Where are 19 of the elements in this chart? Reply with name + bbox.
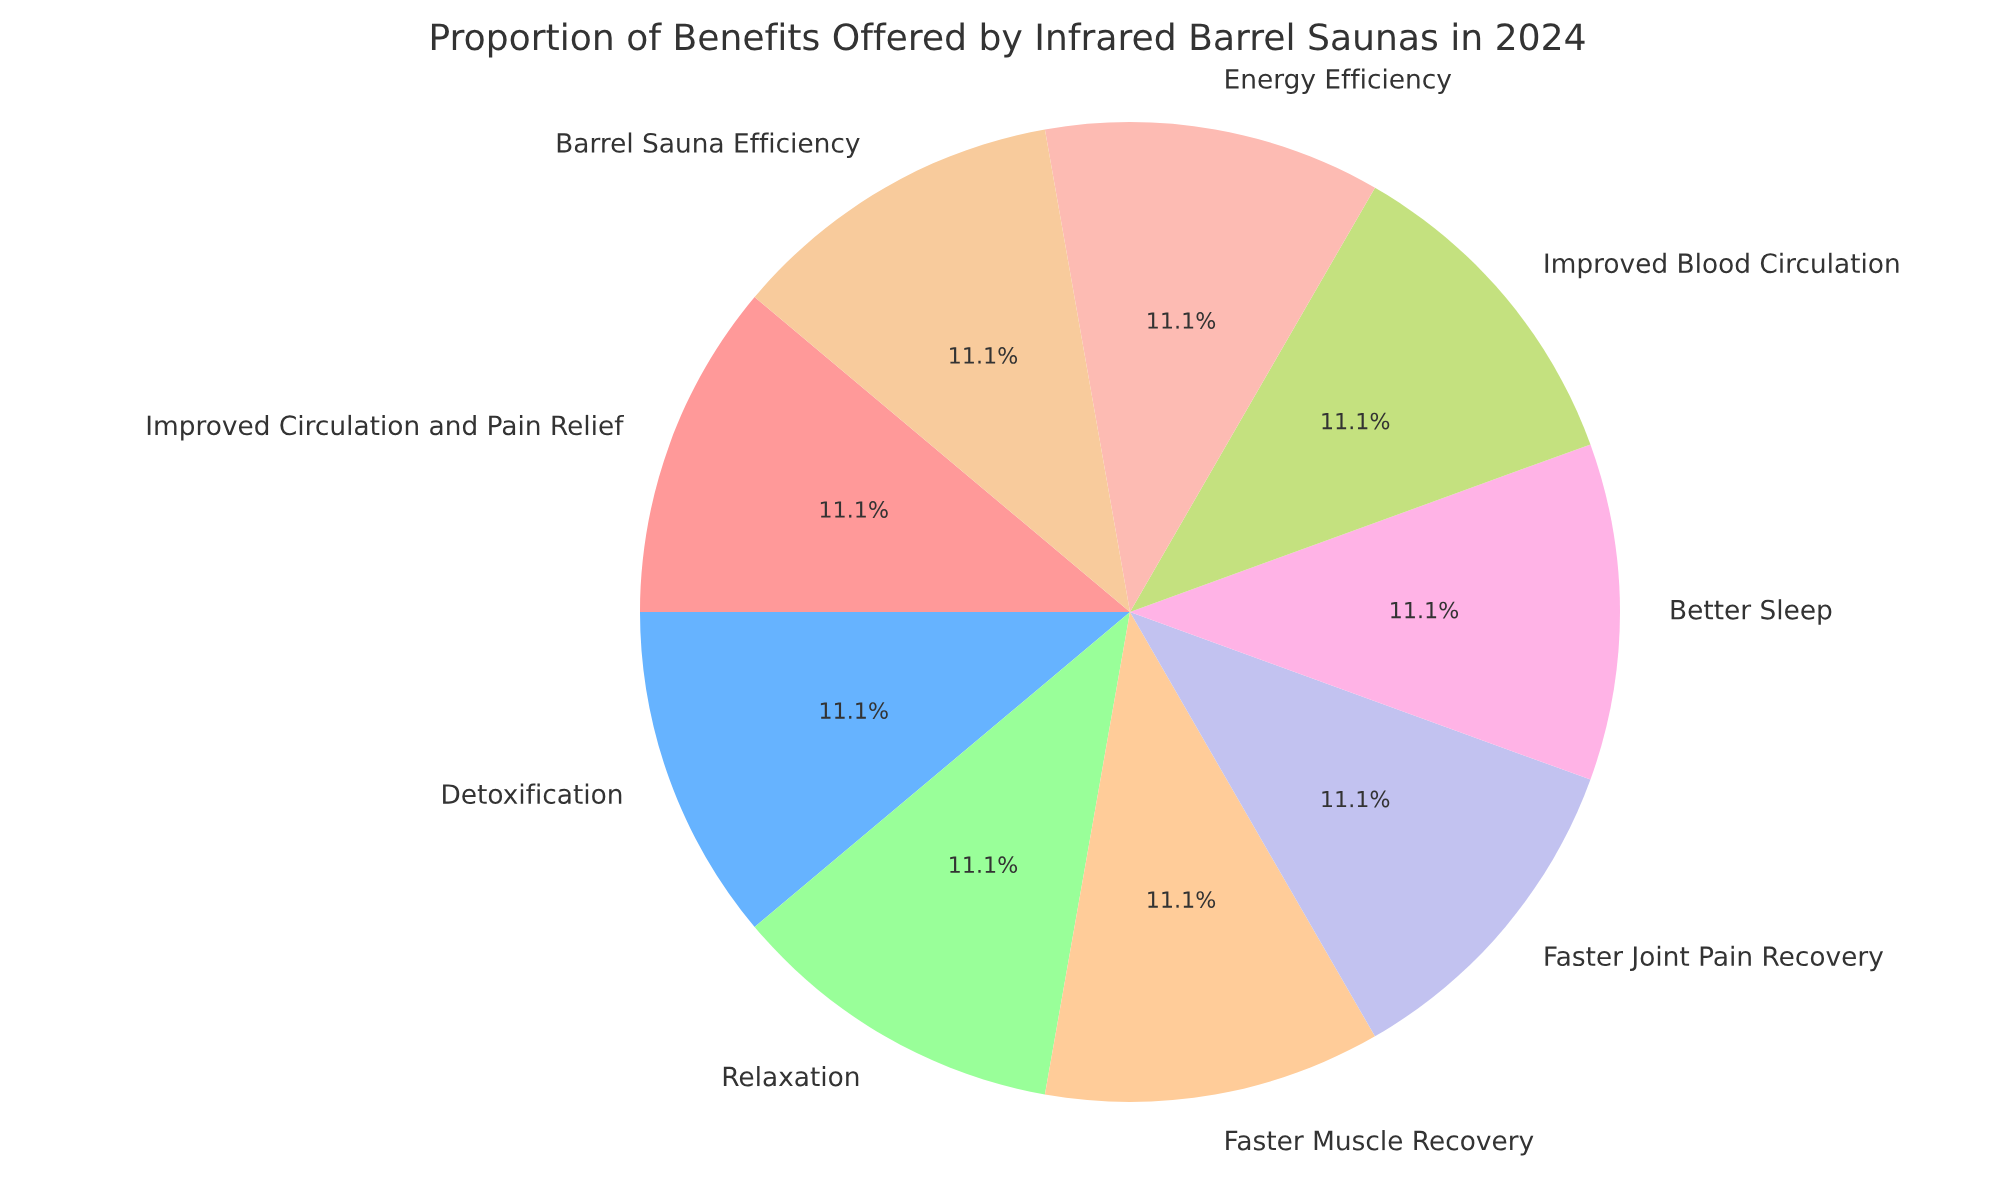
data-label: 11.1%	[1148, 312, 1216, 329]
data-label: 11.1%	[1391, 601, 1459, 619]
slice-label: Barrel Sauna Efficiency	[557, 132, 860, 158]
slice-label: Better Sleep	[1671, 599, 1832, 625]
slice-label: Improved Blood Circulation	[1545, 252, 1899, 279]
data-label: 11.1%	[950, 856, 1018, 874]
data-label: 11.1%	[950, 347, 1018, 364]
data-label: 11.1%	[820, 702, 888, 719]
chart-title: Proportion of Benefits Offered by Infrared Barrel Saunas in 2024	[431, 22, 1585, 58]
slice-label: Energy Efficiency	[1226, 68, 1452, 94]
data-label: 11.1%	[1322, 412, 1390, 430]
data-label: 11.1%	[820, 501, 888, 518]
slice-label: Improved Circulation and Pain Relief	[147, 414, 625, 441]
slice-label: Detoxification	[443, 783, 622, 805]
slice-label: Faster Muscle Recovery	[1226, 1130, 1534, 1156]
data-label: 11.1%	[1148, 891, 1216, 908]
slice-label: Faster Joint Pain Recovery	[1545, 945, 1884, 972]
slice-label: Relaxation	[723, 1066, 859, 1087]
data-label: 11.1%	[1322, 790, 1390, 808]
